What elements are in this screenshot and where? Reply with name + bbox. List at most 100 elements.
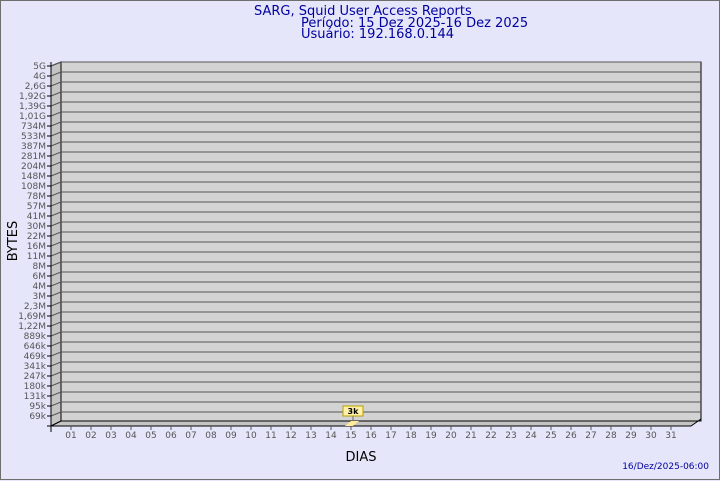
x-tick-label: 30 bbox=[645, 431, 657, 441]
x-tick-label: 05 bbox=[145, 431, 156, 441]
y-tick-label: 95k bbox=[29, 402, 46, 412]
y-grid-wall-line bbox=[50, 411, 62, 417]
y-tick-label: 6M bbox=[33, 272, 47, 282]
y-grid-wall-line bbox=[50, 321, 62, 327]
y-grid-wall-line bbox=[50, 141, 62, 147]
data-label: 3k bbox=[348, 407, 360, 416]
y-grid-wall-line bbox=[50, 61, 62, 67]
y-tick-label: 108M bbox=[21, 182, 46, 192]
x-tick-label: 19 bbox=[425, 431, 437, 441]
y-grid-wall-line bbox=[50, 201, 62, 207]
x-tick-label: 31 bbox=[665, 431, 676, 441]
y-grid-wall-line bbox=[50, 211, 62, 217]
x-axis-label: DIAS bbox=[346, 450, 377, 465]
x-tick-label: 18 bbox=[405, 431, 417, 441]
x-tick-label: 15 bbox=[345, 431, 356, 441]
y-grid-wall-line bbox=[50, 401, 62, 407]
x-tick-label: 08 bbox=[205, 431, 217, 441]
x-tick-label: 14 bbox=[325, 431, 337, 441]
x-tick-label: 16 bbox=[365, 431, 377, 441]
y-tick-label: 533M bbox=[21, 132, 46, 142]
x-tick-label: 06 bbox=[165, 431, 177, 441]
y-grid-wall-line bbox=[50, 271, 62, 277]
x-tick-label: 10 bbox=[245, 431, 257, 441]
y-tick-label: 204M bbox=[21, 162, 46, 172]
chart-user: Usuário: 192.168.0.144 bbox=[301, 27, 455, 42]
y-tick-label: 3M bbox=[33, 292, 47, 302]
y-grid-wall-line bbox=[50, 281, 62, 287]
x-tick-label: 01 bbox=[65, 431, 76, 441]
y-tick-label: 41M bbox=[27, 212, 46, 222]
y-tick-label: 57M bbox=[27, 202, 46, 212]
y-tick-label: 131k bbox=[24, 392, 47, 402]
generated-timestamp: 16/Dez/2025-06:00 bbox=[622, 462, 709, 472]
x-tick-label: 27 bbox=[585, 431, 596, 441]
y-tick-label: 734M bbox=[21, 122, 46, 132]
y-tick-label: 22M bbox=[27, 232, 46, 242]
x-tick-label: 20 bbox=[445, 431, 457, 441]
y-tick-label: 11M bbox=[27, 252, 46, 262]
y-grid-wall-line bbox=[50, 231, 62, 237]
y-tick-label: 1,92G bbox=[19, 92, 46, 102]
y-grid-wall-line bbox=[50, 161, 62, 167]
x-tick-label: 26 bbox=[565, 431, 577, 441]
y-tick-label: 2,3M bbox=[24, 302, 46, 312]
y-tick-label: 889k bbox=[24, 332, 47, 342]
y-grid-wall-line bbox=[50, 71, 62, 77]
y-axis-label: BYTES bbox=[6, 221, 21, 262]
y-grid-wall-line bbox=[50, 301, 62, 307]
y-tick-label: 180k bbox=[24, 382, 47, 392]
y-grid-wall-line bbox=[50, 241, 62, 247]
y-grid-wall-line bbox=[50, 131, 62, 137]
y-tick-label: 5G bbox=[33, 62, 46, 72]
y-grid-wall-line bbox=[50, 371, 62, 377]
y-tick-label: 1,01G bbox=[19, 112, 46, 122]
y-tick-label: 247k bbox=[24, 372, 47, 382]
y-grid-wall-line bbox=[50, 221, 62, 227]
y-tick-label: 78M bbox=[27, 192, 46, 202]
y-tick-label: 30M bbox=[27, 222, 46, 232]
x-tick-label: 22 bbox=[485, 431, 496, 441]
y-grid-wall-line bbox=[50, 331, 62, 337]
y-tick-label: 4G bbox=[33, 72, 46, 82]
x-tick-label: 11 bbox=[265, 431, 276, 441]
x-tick-label: 09 bbox=[225, 431, 237, 441]
x-tick-label: 12 bbox=[285, 431, 296, 441]
x-tick-label: 07 bbox=[185, 431, 196, 441]
y-tick-label: 16M bbox=[27, 242, 46, 252]
chart-title: SARG, Squid User Access Reports bbox=[254, 4, 472, 19]
y-grid-wall-line bbox=[50, 171, 62, 177]
y-grid-wall-line bbox=[50, 91, 62, 97]
x-tick-label: 28 bbox=[605, 431, 617, 441]
y-tick-label: 387M bbox=[21, 142, 46, 152]
y-tick-label: 341k bbox=[24, 362, 47, 372]
x-tick-label: 29 bbox=[625, 431, 637, 441]
y-grid-wall-line bbox=[50, 111, 62, 117]
y-tick-label: 1,39G bbox=[19, 102, 46, 112]
y-grid-wall-line bbox=[50, 311, 62, 317]
x-tick-label: 17 bbox=[385, 431, 396, 441]
y-tick-label: 4M bbox=[33, 282, 47, 292]
y-tick-label: 148M bbox=[21, 172, 46, 182]
y-tick-label: 469k bbox=[24, 352, 47, 362]
y-grid-wall-line bbox=[50, 81, 62, 87]
x-tick-label: 04 bbox=[125, 431, 137, 441]
x-tick-label: 21 bbox=[465, 431, 476, 441]
x-tick-label: 24 bbox=[525, 431, 537, 441]
y-grid-wall-line bbox=[50, 121, 62, 127]
y-grid-wall-line bbox=[50, 251, 62, 257]
y-tick-label: 8M bbox=[33, 262, 47, 272]
y-tick-label: 2,6G bbox=[25, 82, 46, 92]
y-grid-wall-line bbox=[50, 381, 62, 387]
y-grid-wall-line bbox=[50, 361, 62, 367]
y-tick-label: 1,22M bbox=[18, 322, 46, 332]
data-label-box bbox=[342, 405, 364, 417]
y-tick-label: 69k bbox=[29, 412, 46, 422]
y-tick-label: 646k bbox=[24, 342, 47, 352]
y-grid-wall-line bbox=[50, 351, 62, 357]
x-tick-label: 02 bbox=[85, 431, 96, 441]
x-tick-label: 25 bbox=[545, 431, 556, 441]
y-grid-wall-line bbox=[50, 341, 62, 347]
